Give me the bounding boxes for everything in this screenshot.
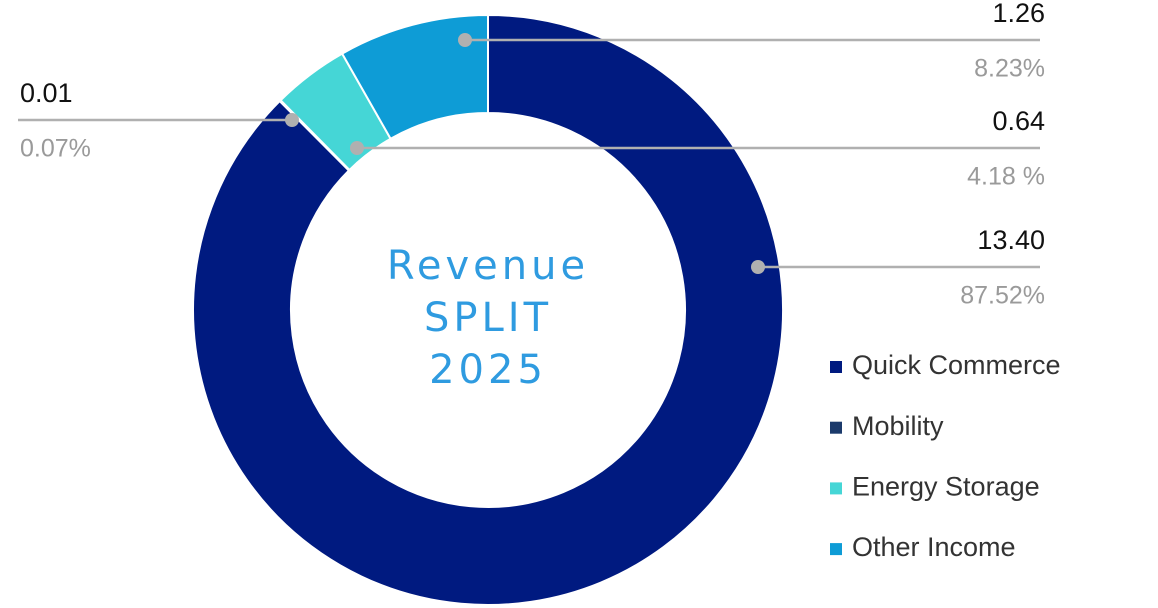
leader-dot [458, 33, 472, 47]
leader-dot [350, 141, 364, 155]
chart-title: Revenue [387, 243, 589, 289]
value-label: 13.40 [977, 225, 1045, 255]
chart-title: SPLIT [424, 295, 552, 341]
legend-swatch [830, 482, 842, 495]
percent-label: 87.52% [960, 282, 1045, 310]
donut-slice [340, 13, 489, 141]
leader-dot [285, 113, 299, 127]
chart-title: 2025 [429, 347, 547, 393]
percent-label: 4.18 % [967, 163, 1045, 191]
legend-label: Quick Commerce [852, 350, 1061, 380]
legend-label: Energy Storage [852, 472, 1040, 502]
legend-label: Mobility [852, 411, 944, 441]
legend-swatch [830, 543, 842, 556]
leader-dot [751, 260, 765, 274]
value-label: 1.26 [992, 0, 1045, 28]
legend-swatch [830, 421, 842, 434]
value-label: 0.64 [992, 106, 1045, 136]
percent-label: 8.23% [974, 55, 1045, 83]
percent-label: 0.07% [20, 135, 91, 163]
legend-label: Other Income [852, 532, 1016, 562]
value-label: 0.01 [20, 78, 73, 108]
legend-swatch [830, 361, 842, 373]
